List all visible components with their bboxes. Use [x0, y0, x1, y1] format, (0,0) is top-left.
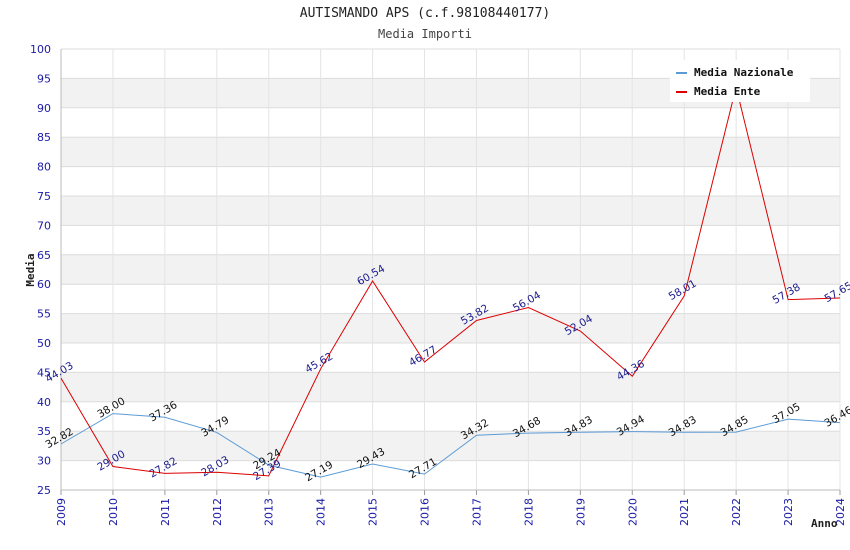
- grid-lines: [60, 48, 841, 491]
- tick-labels: 25 30 35 40 45 50 55 60 65 70 75 80 85 90 95 100 2009 201…: [30, 43, 847, 526]
- y-tick-label: 75: [37, 190, 51, 203]
- data-label: 57.38: [771, 281, 803, 306]
- series-line-0: [60, 413, 841, 478]
- series-line-1: [60, 87, 841, 477]
- x-tick-label: 2021: [678, 498, 691, 526]
- y-tick-label: 55: [37, 308, 51, 321]
- y-tick-label: 65: [37, 249, 51, 262]
- axes: [60, 49, 841, 495]
- x-tick-label: 2017: [470, 498, 483, 526]
- data-label: 46.77: [407, 344, 439, 369]
- y-tick-label: 30: [37, 455, 51, 468]
- x-tick-label: 2015: [367, 498, 380, 526]
- data-label: 36.46: [822, 404, 850, 430]
- legend: Media Nazionale Media Ente: [670, 60, 810, 102]
- data-label: 56.04: [511, 289, 543, 315]
- x-tick-label: 2012: [211, 498, 224, 526]
- x-tick-label: 2023: [782, 498, 795, 526]
- chart-title: AUTISMANDO APS (c.f.98108440177): [299, 6, 551, 21]
- grid-band: [61, 137, 840, 167]
- y-tick-label: 50: [37, 337, 51, 350]
- chart-subtitle: Media Importi: [378, 27, 472, 41]
- y-tick-label: 35: [37, 425, 51, 438]
- y-tick-label: 85: [37, 131, 51, 144]
- y-tick-label: 80: [37, 161, 51, 174]
- x-tick-label: 2022: [730, 498, 743, 526]
- y-tick-label: 45: [37, 366, 51, 379]
- grid-band: [61, 431, 840, 461]
- data-label: 37.05: [771, 401, 803, 426]
- series-lines: [60, 87, 841, 478]
- grid-bands: [61, 78, 840, 461]
- grid-band: [61, 372, 840, 402]
- x-tick-label: 2011: [159, 498, 172, 526]
- grid-band: [61, 254, 840, 285]
- y-axis-title: Media: [24, 253, 37, 286]
- x-tick-label: 2020: [626, 498, 639, 526]
- y-tick-label: 90: [37, 102, 51, 115]
- x-tick-label: 2024: [834, 498, 847, 526]
- legend-entry: Media Nazionale: [694, 66, 794, 79]
- x-tick-label: 2018: [522, 498, 535, 526]
- y-tick-label: 60: [37, 278, 51, 291]
- y-tick-label: 100: [30, 43, 51, 56]
- x-tick-label: 2019: [574, 498, 587, 526]
- x-tick-label: 2014: [315, 498, 328, 526]
- grid-band: [61, 196, 840, 226]
- legend-entry: Media Ente: [694, 85, 761, 98]
- x-tick-label: 2009: [55, 498, 68, 526]
- x-tick-label: 2013: [263, 498, 276, 526]
- y-tick-label: 25: [37, 484, 51, 497]
- x-axis-title: Anno: [811, 517, 838, 530]
- x-tick-label: 2016: [419, 498, 432, 526]
- x-tick-label: 2010: [107, 498, 120, 526]
- y-tick-label: 70: [37, 219, 51, 232]
- data-label: 27.19: [303, 459, 335, 484]
- legend-box: [670, 60, 810, 102]
- y-tick-label: 95: [37, 72, 51, 85]
- grid-band: [61, 313, 840, 343]
- y-tick-label: 40: [37, 396, 51, 409]
